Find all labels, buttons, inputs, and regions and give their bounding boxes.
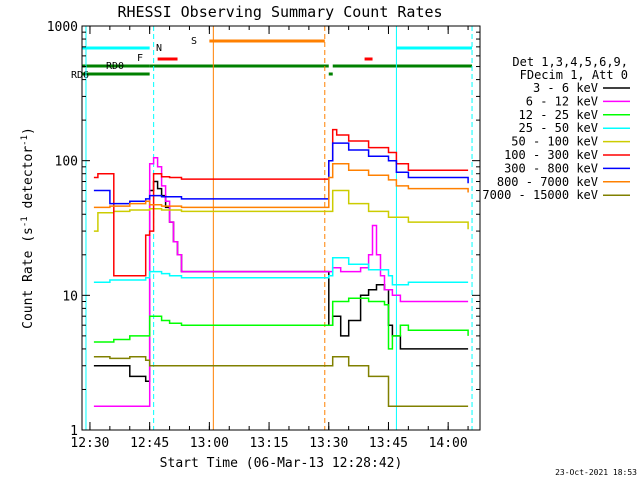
flag-label: RD0 bbox=[106, 61, 124, 72]
series-line bbox=[93, 297, 469, 350]
legend-label: 800 - 7000 keV bbox=[497, 175, 598, 189]
flag-label: N bbox=[156, 43, 162, 54]
series-line bbox=[93, 142, 469, 205]
footer-date: 23-Oct-2021 18:53 bbox=[555, 468, 637, 477]
x-tick-label: 14:00 bbox=[429, 436, 468, 451]
legend-label: 7000 - 15000 keV bbox=[482, 188, 598, 202]
legend-label: 25 - 50 keV bbox=[519, 121, 598, 135]
legend-header: FDecim 1, Att 0 bbox=[520, 68, 628, 82]
legend-label: 6 - 12 keV bbox=[526, 94, 598, 108]
y-tick-label: 1 bbox=[70, 424, 78, 439]
y-tick-label: 100 bbox=[55, 155, 78, 170]
legend-label: 3 - 6 keV bbox=[533, 81, 598, 95]
axes-layer: 12:30 12:45 13:00 13:15 13:30 13:45 14:00 1 10 10… bbox=[47, 20, 480, 451]
legend-label: 50 - 100 keV bbox=[511, 135, 598, 149]
x-axis-label: Start Time (06-Mar-13 12:28:42) bbox=[160, 456, 403, 471]
x-tick-label: 12:45 bbox=[130, 436, 169, 451]
flag-label: RD6 bbox=[71, 70, 89, 81]
series-line bbox=[93, 128, 469, 277]
chart-title: RHESSI Observing Summary Count Rates bbox=[117, 3, 442, 21]
flag-label: F bbox=[137, 53, 143, 64]
y-tick-label: 1000 bbox=[47, 20, 78, 35]
series-line bbox=[93, 189, 469, 232]
legend-label: 300 - 800 keV bbox=[504, 161, 598, 175]
series-line bbox=[93, 162, 469, 209]
x-tick-label: 13:15 bbox=[249, 436, 288, 451]
series-line bbox=[93, 257, 469, 286]
legend-label: 12 - 25 keV bbox=[519, 108, 598, 122]
series-line bbox=[93, 355, 469, 408]
x-tick-label: 13:30 bbox=[309, 436, 348, 451]
legend-header: Det 1,3,4,5,6,9, bbox=[512, 55, 628, 69]
flags-layer: N RD0 RD6 F S bbox=[71, 36, 473, 81]
y-axis-label: Count Rate (s-1 detector-1) bbox=[20, 127, 36, 329]
x-tick-label: 12:30 bbox=[70, 436, 109, 451]
flag-label: S bbox=[191, 36, 197, 47]
series-layer bbox=[93, 128, 469, 408]
x-tick-label: 13:00 bbox=[190, 436, 229, 451]
series-line bbox=[93, 157, 469, 408]
legend: Det 1,3,4,5,6,9,FDecim 1, Att 03 - 6 keV… bbox=[482, 55, 630, 202]
plot-frame bbox=[81, 25, 481, 431]
y-tick-label: 10 bbox=[62, 289, 78, 304]
x-tick-label: 13:45 bbox=[369, 436, 408, 451]
legend-label: 100 - 300 keV bbox=[504, 148, 598, 162]
